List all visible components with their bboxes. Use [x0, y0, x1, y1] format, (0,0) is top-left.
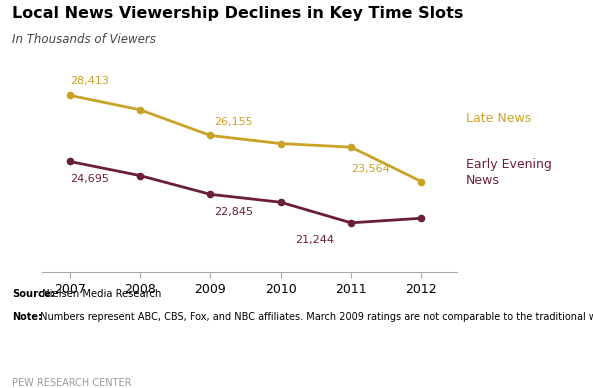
Text: Early Evening: Early Evening: [466, 158, 551, 171]
Text: In Thousands of Viewers: In Thousands of Viewers: [12, 33, 156, 46]
Text: 21,244: 21,244: [295, 235, 334, 245]
Text: PEW RESEARCH CENTER: PEW RESEARCH CENTER: [12, 378, 132, 388]
Text: News: News: [466, 174, 499, 187]
Text: Nielsen Media Research: Nielsen Media Research: [39, 289, 161, 299]
Text: Local News Viewership Declines in Key Time Slots: Local News Viewership Declines in Key Ti…: [12, 6, 463, 21]
Text: 26,155: 26,155: [214, 116, 253, 126]
Text: 24,695: 24,695: [69, 174, 109, 184]
Text: 22,845: 22,845: [214, 207, 253, 217]
Text: Note:: Note:: [12, 312, 42, 322]
Text: Late News: Late News: [466, 112, 531, 125]
Text: 28,413: 28,413: [69, 76, 109, 87]
Text: Source:: Source:: [12, 289, 55, 299]
Text: 23,564: 23,564: [351, 165, 390, 175]
Text: Numbers represent ABC, CBS, Fox, and NBC affiliates. March 2009 ratings are not : Numbers represent ABC, CBS, Fox, and NBC…: [37, 312, 593, 322]
